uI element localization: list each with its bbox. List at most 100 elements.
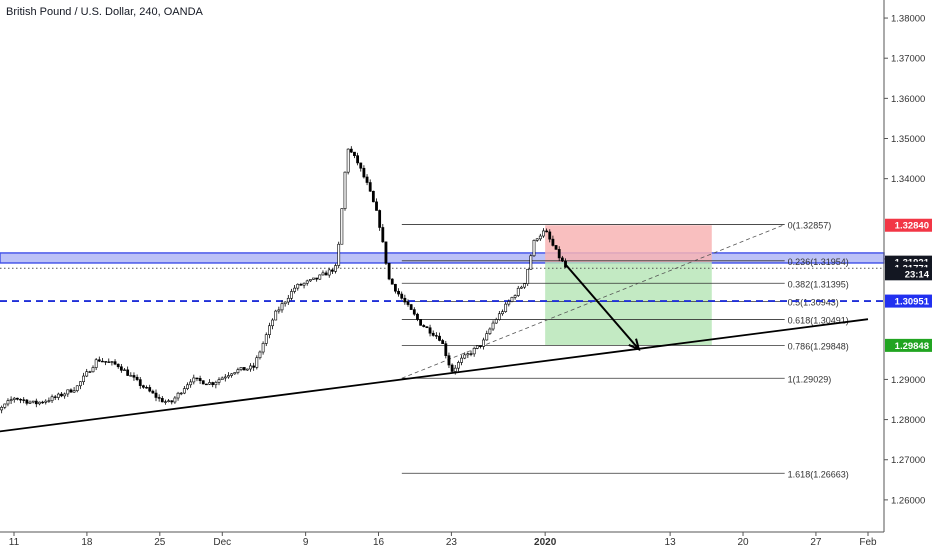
candle-body xyxy=(365,176,369,183)
candle-body xyxy=(394,283,397,292)
candle-body xyxy=(501,311,504,315)
candle-body xyxy=(227,375,230,378)
candle-body xyxy=(302,282,306,286)
candle-body xyxy=(154,392,158,398)
candle-body xyxy=(148,387,152,392)
candle-body xyxy=(6,400,10,405)
candle-body xyxy=(274,310,278,321)
candle-body xyxy=(277,309,281,312)
candle-body xyxy=(491,322,495,330)
fib-level-label: 1.618(1.26663) xyxy=(788,469,849,479)
candle-body xyxy=(425,326,429,329)
candle-body xyxy=(431,332,435,336)
price-tick-label: 1.34000 xyxy=(891,174,925,185)
candle-body xyxy=(239,367,243,370)
time-tick-label: 27 xyxy=(810,537,822,548)
candle-body xyxy=(12,397,16,400)
candle-body xyxy=(299,283,303,286)
forecast-arrow-head xyxy=(628,338,641,352)
candle-body xyxy=(138,379,142,386)
candle-body xyxy=(220,377,224,380)
candle-body xyxy=(258,351,262,359)
candle-body xyxy=(384,241,388,264)
candle-body xyxy=(107,361,111,363)
candle-body xyxy=(211,382,215,386)
candle-body xyxy=(75,385,79,391)
candle-body xyxy=(280,303,284,311)
candle-body xyxy=(312,277,315,280)
price-label-text: 1.30951 xyxy=(895,297,930,308)
price-tick-label: 1.29000 xyxy=(891,375,925,386)
candle-body xyxy=(510,297,514,302)
candle-body xyxy=(19,398,22,401)
candle-body xyxy=(201,380,205,385)
time-tick-label: 18 xyxy=(81,537,93,548)
candle-body xyxy=(25,399,29,404)
zone-layer xyxy=(0,252,885,264)
candle-body xyxy=(261,343,265,353)
candle-body xyxy=(460,357,463,363)
candle-body xyxy=(403,297,407,303)
candle-body xyxy=(91,367,95,373)
price-tick-label: 1.37000 xyxy=(891,54,925,65)
candle-body xyxy=(551,238,555,246)
candle-body xyxy=(359,162,363,169)
candle-body xyxy=(0,407,4,411)
chart-title: British Pound / U.S. Dollar, 240, OANDA xyxy=(6,6,203,18)
candle-body xyxy=(472,348,476,355)
candle-body xyxy=(176,392,180,399)
candle-body xyxy=(63,393,67,397)
candle-body xyxy=(79,381,82,387)
candle-body xyxy=(264,334,268,344)
candle-body xyxy=(233,372,237,375)
forecast-arrow-shaft xyxy=(565,264,640,350)
price-tick-label: 1.26000 xyxy=(891,495,925,506)
candle-body xyxy=(157,397,161,399)
time-tick-label: 9 xyxy=(303,537,309,548)
candle-body xyxy=(416,313,419,320)
candle-body xyxy=(457,362,460,369)
candle-body xyxy=(192,377,196,383)
time-tick-label: 23 xyxy=(446,537,458,548)
candle-body xyxy=(82,375,85,383)
candle-body xyxy=(548,231,552,240)
candle-body xyxy=(268,325,271,336)
candle-body xyxy=(31,400,35,403)
candle-body xyxy=(520,286,523,289)
candle-body xyxy=(104,361,108,363)
candle-body xyxy=(538,235,542,240)
candle-body xyxy=(507,301,511,305)
candle-body xyxy=(406,301,410,305)
candle-body xyxy=(142,385,145,388)
price-label-box xyxy=(885,267,932,281)
candle-body xyxy=(195,377,199,380)
candle-body xyxy=(242,367,246,371)
candle-body xyxy=(463,354,467,359)
candle-body xyxy=(545,230,549,233)
candle-body xyxy=(353,151,356,156)
arrow-layer xyxy=(565,264,641,352)
candle-body xyxy=(412,309,416,315)
candle-body xyxy=(34,400,38,405)
candle-body xyxy=(38,401,41,405)
fib-level-label: 0.5(1.30943) xyxy=(788,297,839,307)
candle-body xyxy=(198,378,202,381)
candle-body xyxy=(170,400,174,403)
candle-body xyxy=(245,368,249,371)
candle-body xyxy=(28,401,32,404)
price-label-text: 23:14 xyxy=(905,269,930,280)
fib-level-label: 0(1.32857) xyxy=(788,221,832,231)
candle-body xyxy=(526,268,530,285)
candle-body xyxy=(343,171,347,209)
candle-body xyxy=(529,255,533,270)
candle-body xyxy=(447,355,451,366)
time-tick-label: 13 xyxy=(665,537,677,548)
candle-body xyxy=(542,230,545,237)
candle-body xyxy=(356,155,360,164)
candle-body xyxy=(72,390,76,393)
candle-body xyxy=(249,365,252,370)
candle-body xyxy=(362,167,366,178)
